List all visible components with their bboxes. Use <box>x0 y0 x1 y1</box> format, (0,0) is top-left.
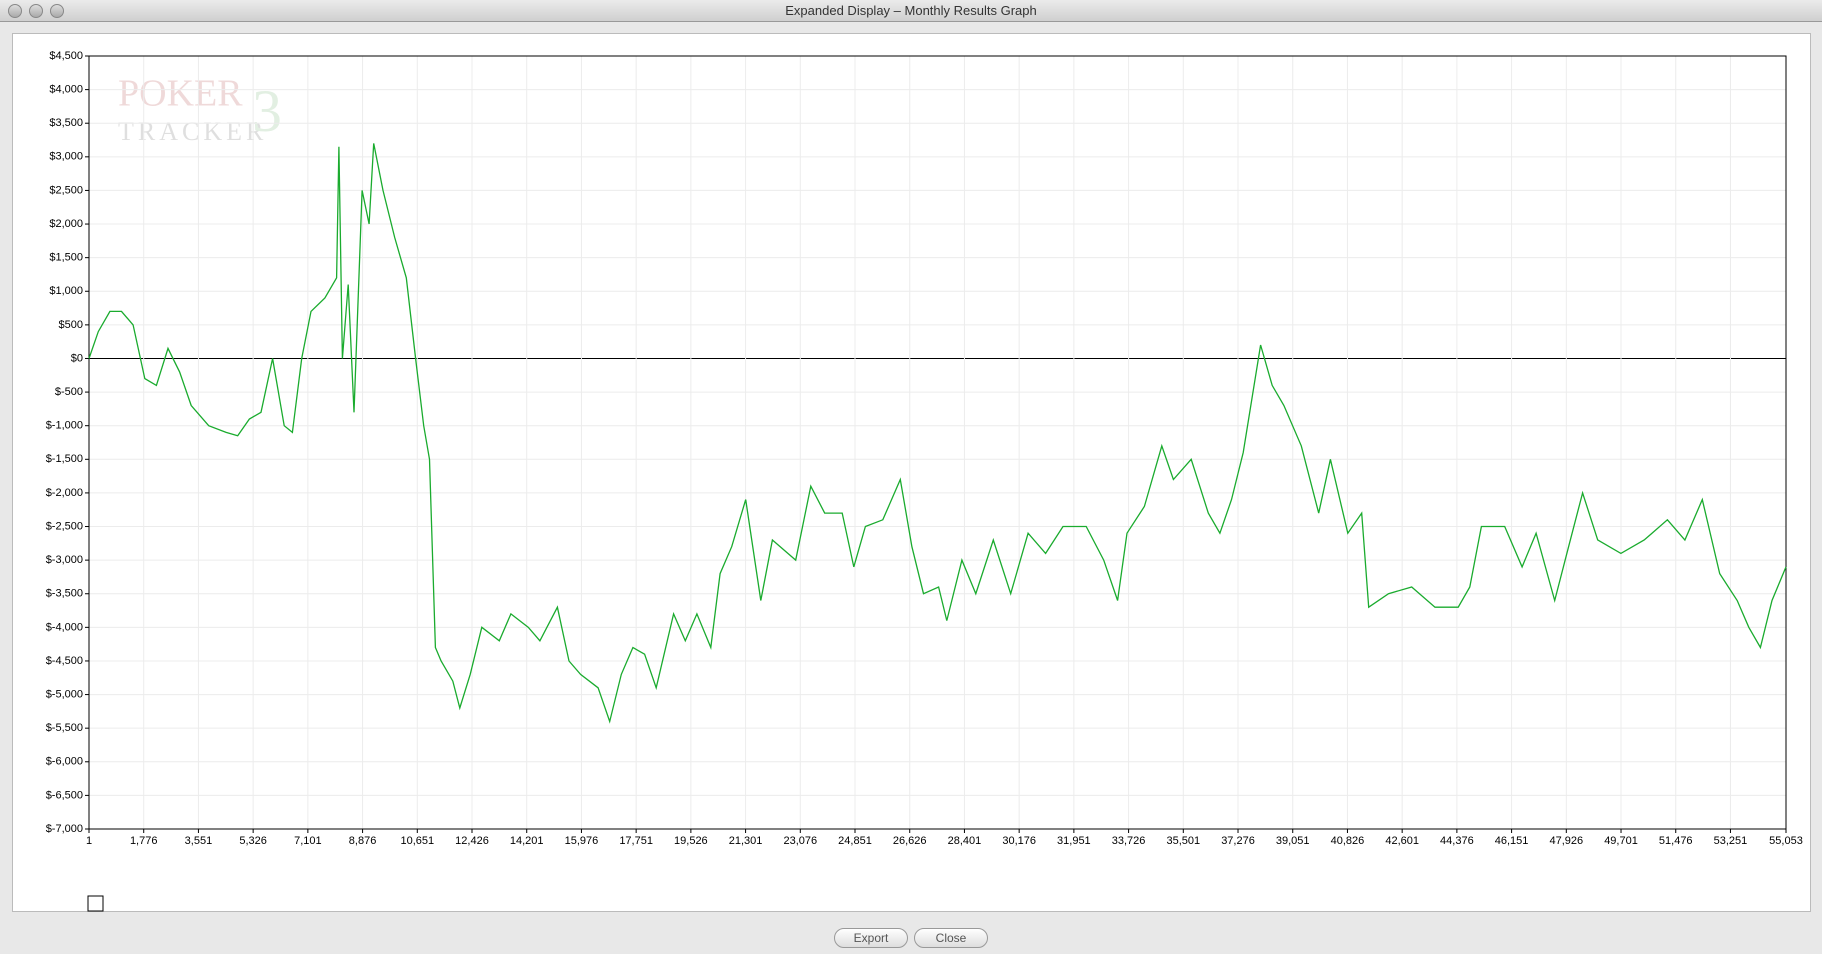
close-light[interactable] <box>8 4 22 18</box>
y-tick-label: $-7,000 <box>46 823 83 835</box>
x-tick-label: 12,426 <box>455 835 489 847</box>
x-tick-label: 1,776 <box>130 835 158 847</box>
watermark-text: 3 <box>252 78 282 144</box>
x-tick-label: 40,826 <box>1331 835 1365 847</box>
y-tick-label: $3,000 <box>49 151 83 163</box>
checkbox[interactable] <box>87 895 104 912</box>
y-tick-label: $-1,000 <box>46 420 83 432</box>
minimize-light[interactable] <box>29 4 43 18</box>
x-tick-label: 5,326 <box>239 835 267 847</box>
watermark-text: TRACKER <box>118 117 267 146</box>
watermark-text: POKER <box>118 73 243 115</box>
y-tick-label: $1,000 <box>49 285 83 297</box>
x-tick-label: 31,951 <box>1057 835 1091 847</box>
export-button[interactable]: Export <box>834 928 908 948</box>
y-tick-label: $500 <box>59 319 83 331</box>
x-tick-label: 8,876 <box>349 835 377 847</box>
y-tick-label: $-3,500 <box>46 588 83 600</box>
y-tick-label: $2,000 <box>49 218 83 230</box>
x-tick-label: 14,201 <box>510 835 544 847</box>
y-tick-label: $1,500 <box>49 252 83 264</box>
y-tick-label: $2,500 <box>49 184 83 196</box>
x-tick-label: 47,926 <box>1549 835 1583 847</box>
x-tick-label: 53,251 <box>1714 835 1748 847</box>
watermark: POKER TRACKER 3 <box>118 73 282 146</box>
y-tick-label: $4,500 <box>49 50 83 62</box>
y-tick-label: $-6,500 <box>46 789 83 801</box>
y-tick-label: $-500 <box>55 386 83 398</box>
x-tick-label: 7,101 <box>294 835 322 847</box>
y-tick-label: $-5,000 <box>46 688 83 700</box>
window-title: Expanded Display – Monthly Results Graph <box>785 3 1037 18</box>
x-tick-label: 49,701 <box>1604 835 1638 847</box>
x-tick-label: 1 <box>86 835 92 847</box>
x-tick-label: 30,176 <box>1002 835 1036 847</box>
x-tick-label: 35,501 <box>1166 835 1200 847</box>
x-tick-label: 21,301 <box>729 835 763 847</box>
zoom-light[interactable] <box>50 4 64 18</box>
x-tick-label: 19,526 <box>674 835 708 847</box>
y-tick-label: $-4,000 <box>46 621 83 633</box>
x-tick-label: 33,726 <box>1112 835 1146 847</box>
x-tick-label: 42,601 <box>1385 835 1419 847</box>
x-tick-label: 23,076 <box>783 835 817 847</box>
plot-frame <box>88 55 1787 830</box>
x-tick-label: 24,851 <box>838 835 872 847</box>
x-tick-label: 26,626 <box>893 835 927 847</box>
y-tick-label: $-3,000 <box>46 554 83 566</box>
x-tick-label: 55,053 <box>1769 835 1803 847</box>
x-tick-label: 15,976 <box>565 835 599 847</box>
x-tick-label: 17,751 <box>619 835 653 847</box>
y-tick-label: $-2,000 <box>46 487 83 499</box>
y-tick-label: $-4,500 <box>46 655 83 667</box>
y-tick-label: $4,000 <box>49 84 83 96</box>
y-tick-label: $-5,500 <box>46 722 83 734</box>
y-tick-label: $-1,500 <box>46 453 83 465</box>
x-tick-label: 37,276 <box>1221 835 1255 847</box>
results-line <box>88 143 1787 724</box>
x-tick-label: 51,476 <box>1659 835 1693 847</box>
title-bar: Expanded Display – Monthly Results Graph <box>0 0 1822 22</box>
y-tick-label: $-6,000 <box>46 756 83 768</box>
x-tick-label: 46,151 <box>1495 835 1529 847</box>
y-tick-label: $3,500 <box>49 117 83 129</box>
x-tick-label: 44,376 <box>1440 835 1474 847</box>
y-tick-label: $0 <box>71 352 83 364</box>
close-button[interactable]: Close <box>914 928 988 948</box>
x-tick-label: 28,401 <box>948 835 982 847</box>
x-tick-label: 39,051 <box>1276 835 1310 847</box>
y-tick-label: $-2,500 <box>46 520 83 532</box>
x-tick-label: 3,551 <box>185 835 213 847</box>
x-tick-label: 10,651 <box>400 835 434 847</box>
